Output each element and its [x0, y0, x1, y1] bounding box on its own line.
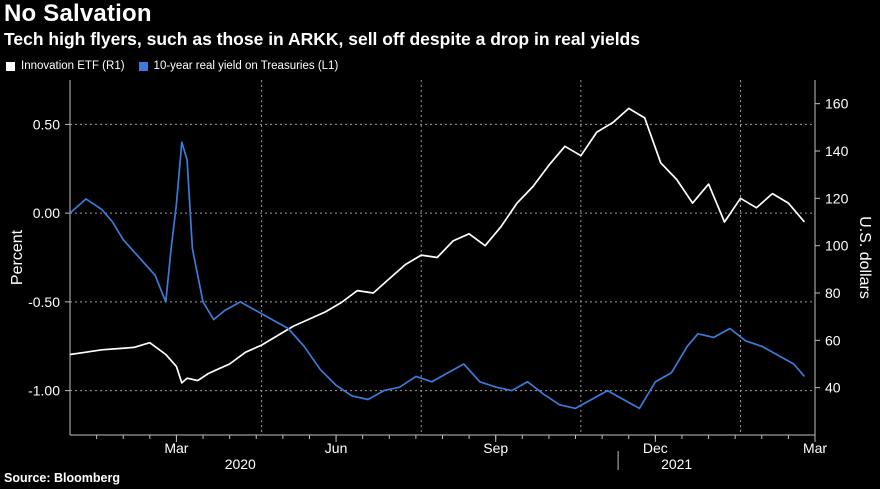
right-axis-title: U.S. dollars	[856, 216, 873, 299]
left-tick-label: -0.50	[28, 294, 60, 310]
legend-swatch-yield	[138, 61, 148, 71]
source-note: Source: Bloomberg	[4, 471, 120, 485]
right-tick-label: 100	[825, 238, 849, 254]
legend-swatch-etf	[6, 61, 15, 71]
x-year-label: 2021	[661, 456, 692, 470]
right-tick-label: 140	[825, 143, 849, 159]
legend: Innovation ETF (R1) 10-year real yield o…	[6, 60, 338, 72]
left-tick-label: -1.00	[28, 383, 60, 399]
x-year-label: 2020	[225, 456, 256, 470]
right-tick-label: 40	[825, 380, 841, 396]
legend-label-etf: Innovation ETF (R1)	[21, 60, 125, 72]
left-tick-label: 0.50	[33, 116, 60, 132]
right-tick-label: 60	[825, 332, 841, 348]
chart-subtitle: Tech high flyers, such as those in ARKK,…	[4, 29, 640, 49]
x-month-label: Mar	[164, 440, 188, 456]
left-axis-title: Percent	[9, 229, 26, 285]
series-line-innovation-etf	[69, 107, 806, 384]
right-tick-label: 120	[825, 190, 849, 206]
x-month-label: Mar	[803, 440, 827, 456]
x-month-label: Dec	[643, 440, 668, 456]
x-month-label: Jun	[325, 440, 348, 456]
chart-title: No Salvation	[4, 0, 152, 27]
right-tick-label: 160	[825, 96, 849, 112]
series-line-real-yield	[69, 141, 806, 410]
right-tick-label: 80	[825, 285, 841, 301]
x-month-label: Sep	[483, 440, 508, 456]
chart-svg: 0.50 0.00 -0.50 -1.00 160 140 120 100 80 60 40 Perc…	[9, 80, 873, 470]
legend-label-yield: 10-year real yield on Treasuries (L1)	[153, 60, 339, 72]
left-tick-label: 0.00	[33, 205, 60, 221]
